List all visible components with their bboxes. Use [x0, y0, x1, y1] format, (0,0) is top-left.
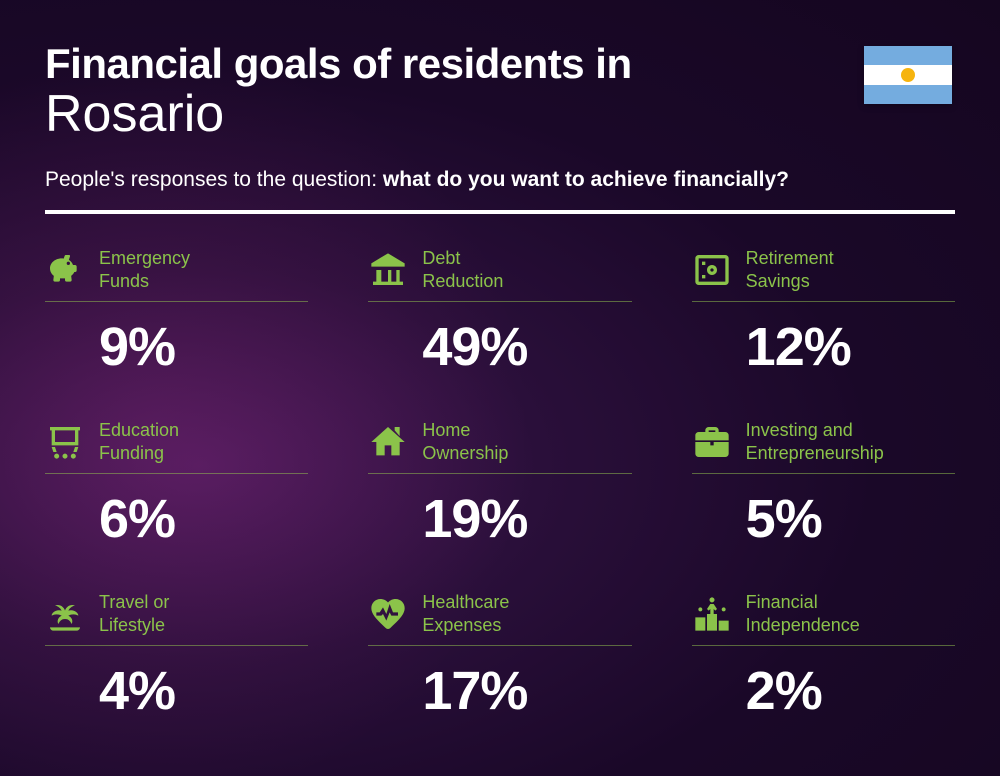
stat-value: 4%	[99, 660, 308, 722]
title-line1: Financial goals of residents in	[45, 40, 955, 88]
stat-label: RetirementSavings	[746, 247, 834, 292]
stat-label: EmergencyFunds	[99, 247, 190, 292]
stat-header: FinancialIndependence	[692, 590, 955, 646]
divider	[45, 210, 955, 214]
stat-label: HealthcareExpenses	[422, 591, 509, 636]
subtitle-prefix: People's responses to the question:	[45, 168, 383, 191]
header: Financial goals of residents in Rosario …	[45, 40, 955, 214]
stat-label: FinancialIndependence	[746, 591, 860, 636]
presentation-icon	[45, 422, 85, 462]
stat-header: Investing andEntrepreneurship	[692, 418, 955, 474]
stat-value: 12%	[746, 316, 955, 378]
stat-header: HealthcareExpenses	[368, 590, 631, 646]
stat-header: EmergencyFunds	[45, 246, 308, 302]
stat-value: 9%	[99, 316, 308, 378]
subtitle-bold: what do you want to achieve financially?	[383, 168, 789, 191]
stat-label: Investing andEntrepreneurship	[746, 419, 884, 464]
stat-header: DebtReduction	[368, 246, 631, 302]
safe-icon	[692, 250, 732, 290]
stat-home-ownership: HomeOwnership 19%	[368, 418, 631, 550]
stat-emergency-funds: EmergencyFunds 9%	[45, 246, 308, 378]
stat-label: DebtReduction	[422, 247, 503, 292]
stat-label: HomeOwnership	[422, 419, 508, 464]
subtitle: People's responses to the question: what…	[45, 168, 955, 192]
stat-travel-lifestyle: Travel orLifestyle 4%	[45, 590, 308, 722]
stat-value: 17%	[422, 660, 631, 722]
stat-header: RetirementSavings	[692, 246, 955, 302]
bank-icon	[368, 250, 408, 290]
stat-header: HomeOwnership	[368, 418, 631, 474]
heart-icon	[368, 594, 408, 634]
stat-investing-entrepreneurship: Investing andEntrepreneurship 5%	[692, 418, 955, 550]
title-line2: Rosario	[45, 84, 955, 144]
stat-education-funding: EducationFunding 6%	[45, 418, 308, 550]
stat-value: 5%	[746, 488, 955, 550]
palm-icon	[45, 594, 85, 634]
stat-value: 2%	[746, 660, 955, 722]
stat-financial-independence: FinancialIndependence 2%	[692, 590, 955, 722]
stat-value: 19%	[422, 488, 631, 550]
stat-header: EducationFunding	[45, 418, 308, 474]
stats-grid: EmergencyFunds 9% DebtReduction 49% Reti…	[45, 246, 955, 722]
podium-icon	[692, 594, 732, 634]
stat-header: Travel orLifestyle	[45, 590, 308, 646]
piggy-bank-icon	[45, 250, 85, 290]
stat-retirement-savings: RetirementSavings 12%	[692, 246, 955, 378]
stat-debt-reduction: DebtReduction 49%	[368, 246, 631, 378]
stat-healthcare-expenses: HealthcareExpenses 17%	[368, 590, 631, 722]
house-icon	[368, 422, 408, 462]
stat-value: 6%	[99, 488, 308, 550]
stat-value: 49%	[422, 316, 631, 378]
stat-label: EducationFunding	[99, 419, 179, 464]
stat-label: Travel orLifestyle	[99, 591, 169, 636]
briefcase-icon	[692, 422, 732, 462]
